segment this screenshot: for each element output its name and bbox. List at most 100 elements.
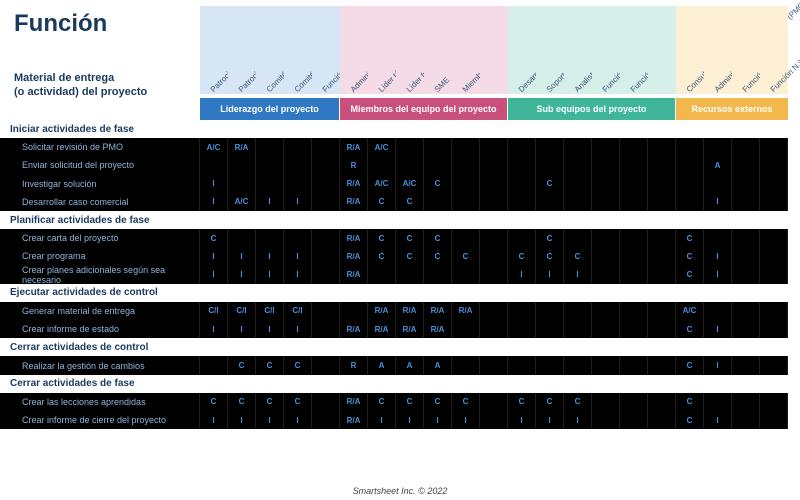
cell [284, 375, 312, 393]
cell: I [200, 411, 228, 429]
cell [396, 284, 424, 302]
cell: I [256, 266, 284, 284]
cell [536, 193, 564, 211]
row-cells: CCCCR/ACCCCCCCC [200, 393, 788, 411]
row-label: Cerrar actividades de control [0, 338, 200, 356]
cell [368, 211, 396, 229]
cell [200, 338, 228, 356]
group-header: Miembros del equipo del proyecto [340, 98, 508, 120]
cell [200, 375, 228, 393]
cell: I [704, 356, 732, 374]
cell: R/A [340, 393, 368, 411]
cell: C [368, 193, 396, 211]
cell [676, 138, 704, 156]
cell [312, 266, 340, 284]
cell: I [704, 193, 732, 211]
cell [452, 320, 480, 338]
cell: C [508, 247, 536, 265]
cell: C [452, 393, 480, 411]
cell [760, 356, 788, 374]
data-row: Crear informe de estadoIIIIR/AR/AR/AR/AC… [0, 320, 800, 338]
cell [508, 175, 536, 193]
cell [508, 120, 536, 138]
row-label: Ejecutar actividades de control [0, 284, 200, 302]
subtitle-line2: (o actividad) del proyecto [14, 86, 147, 98]
cell [228, 156, 256, 174]
cell [760, 320, 788, 338]
cell: R/A [396, 320, 424, 338]
cell [312, 338, 340, 356]
cell [732, 320, 760, 338]
cell [424, 193, 452, 211]
cell [200, 356, 228, 374]
data-row: Desarrollar caso comercialIA/CIIR/ACCI [0, 193, 800, 211]
cell [648, 193, 676, 211]
row-label: Crear carta del proyecto [0, 229, 200, 247]
data-row: Crear informe de cierre del proyectoIIII… [0, 411, 800, 429]
cell [732, 393, 760, 411]
cell [592, 247, 620, 265]
cell: C [536, 393, 564, 411]
cell [620, 266, 648, 284]
cell [312, 138, 340, 156]
row-label: Planificar actividades de fase [0, 211, 200, 229]
cell: A [396, 356, 424, 374]
cell: C [284, 356, 312, 374]
cell: I [396, 411, 424, 429]
role-header-bg [648, 6, 676, 94]
cell: R/A [340, 138, 368, 156]
cell [704, 338, 732, 356]
row-label: Realizar la gestión de cambios [0, 356, 200, 374]
cell: C [564, 393, 592, 411]
cell [760, 284, 788, 302]
row-cells: IIIIR/AIIICI [200, 266, 788, 284]
cell [620, 211, 648, 229]
cell: C [200, 229, 228, 247]
data-row: Crear las lecciones aprendidasCCCCR/ACCC… [0, 393, 800, 411]
cell [508, 320, 536, 338]
cell: I [200, 247, 228, 265]
cell [396, 120, 424, 138]
cell [732, 229, 760, 247]
cell [480, 156, 508, 174]
cell [200, 284, 228, 302]
row-label: Iniciar actividades de fase [0, 120, 200, 138]
cell: C [536, 247, 564, 265]
cell [452, 356, 480, 374]
cell [760, 266, 788, 284]
data-row: Enviar solicitud del proyectoRA [0, 156, 800, 174]
cell [592, 320, 620, 338]
cell [704, 138, 732, 156]
cell [564, 175, 592, 193]
cell [704, 302, 732, 320]
cell [648, 247, 676, 265]
cell: I [284, 193, 312, 211]
cell [648, 156, 676, 174]
raci-matrix: Iniciar actividades de faseSolicitar rev… [0, 120, 800, 429]
cell: C [396, 247, 424, 265]
cell: C [676, 356, 704, 374]
cell [564, 211, 592, 229]
cell: C [676, 411, 704, 429]
cell [508, 284, 536, 302]
cell [592, 175, 620, 193]
cell [620, 138, 648, 156]
cell [368, 375, 396, 393]
cell [480, 393, 508, 411]
cell [228, 211, 256, 229]
cell: C [676, 266, 704, 284]
cell: I [564, 411, 592, 429]
cell [340, 375, 368, 393]
cell [648, 229, 676, 247]
cell: R/A [228, 138, 256, 156]
cell [592, 120, 620, 138]
row-cells: IA/CIIR/ACCI [200, 193, 788, 211]
cell: I [508, 411, 536, 429]
cell [396, 211, 424, 229]
cell [732, 375, 760, 393]
cell [564, 138, 592, 156]
cell: I [704, 247, 732, 265]
cell [424, 338, 452, 356]
cell [424, 266, 452, 284]
cell [368, 120, 396, 138]
